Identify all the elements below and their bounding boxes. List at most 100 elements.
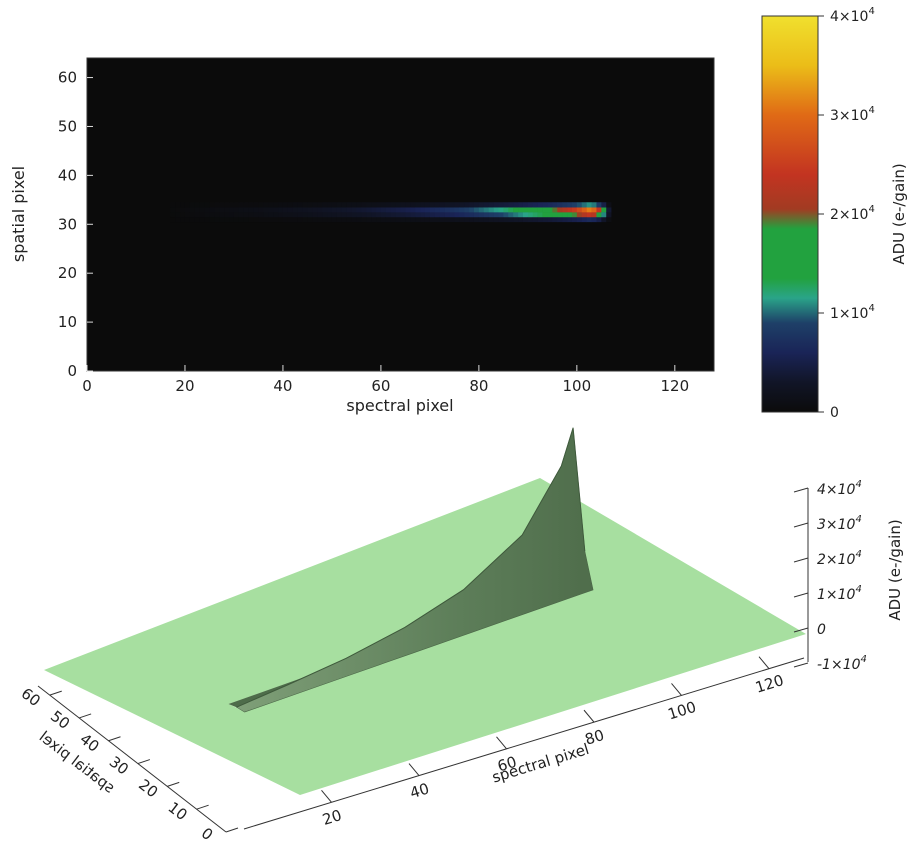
- heatmap-cell: [248, 202, 254, 208]
- heatmap-cell: [596, 216, 602, 223]
- heatmap-cell: [601, 202, 607, 208]
- heatmap-cell: [233, 207, 240, 213]
- heatmap-cell: [204, 212, 210, 218]
- heatmap-cell: [478, 216, 485, 223]
- heatmap-cell: [317, 207, 323, 213]
- heatmap-cell: [410, 212, 416, 218]
- heatmap-cell: [586, 212, 592, 218]
- heatmap-cell: [596, 207, 602, 213]
- heatmap-cell: [380, 216, 387, 223]
- heatmap-cell: [317, 202, 323, 208]
- heatmap-cell: [601, 216, 607, 223]
- heatmap-cell: [434, 202, 440, 208]
- surface-x-tick-mark: [321, 789, 332, 803]
- heatmap-cell: [243, 216, 249, 223]
- heatmap-cell: [336, 212, 343, 218]
- heatmap-cell: [214, 207, 220, 213]
- heatmap-cell: [424, 212, 431, 218]
- heatmap-cell: [238, 207, 245, 213]
- heatmap-y-tick-label: 0: [67, 362, 77, 380]
- heatmap-cell: [469, 207, 475, 213]
- heatmap-cell: [199, 212, 205, 218]
- colorbar-tick-label: 1×104: [830, 303, 875, 322]
- heatmap-cell: [263, 207, 269, 213]
- heatmap-cell: [410, 216, 416, 223]
- heatmap-cell: [581, 207, 587, 213]
- heatmap-cell: [287, 216, 294, 223]
- heatmap-cell: [459, 212, 465, 218]
- heatmap-cell: [248, 216, 254, 223]
- heatmap-y-tick-label: 40: [58, 166, 77, 184]
- colorbar-gradient: [761, 15, 819, 413]
- heatmap-cell: [385, 207, 392, 213]
- heatmap-cell: [282, 216, 289, 223]
- surface-x-tick-mark: [758, 656, 770, 670]
- heatmap-trace: [170, 202, 612, 223]
- heatmap-cell: [219, 207, 225, 213]
- heatmap-cell: [287, 207, 294, 213]
- heatmap-cell: [327, 207, 333, 213]
- heatmap-cell: [302, 212, 308, 218]
- heatmap-cell: [444, 202, 450, 208]
- surface-x-tick-label: 100: [666, 698, 699, 724]
- heatmap-cell: [278, 202, 284, 208]
- heatmap-cell: [233, 202, 240, 208]
- heatmap-cell: [175, 207, 181, 213]
- heatmap-cell: [454, 212, 460, 218]
- heatmap-cell: [380, 202, 387, 208]
- heatmap-cell: [444, 212, 450, 218]
- heatmap-cell: [268, 202, 274, 208]
- heatmap-x-tick-label: 20: [175, 377, 194, 395]
- spectral-axis-line: [243, 657, 805, 830]
- heatmap-cell: [508, 202, 514, 208]
- heatmap-cell: [219, 202, 225, 208]
- heatmap-cell: [459, 216, 465, 223]
- heatmap-cell: [170, 202, 176, 208]
- heatmap-cell: [503, 212, 509, 218]
- heatmap-cell: [586, 216, 592, 223]
- heatmap-cell: [341, 216, 347, 223]
- heatmap-cell: [542, 202, 548, 208]
- surface-z-tick-label: 2×104: [817, 549, 862, 568]
- heatmap-cell: [209, 202, 215, 208]
- heatmap-cell: [557, 202, 563, 208]
- surface-z-tick-label: -1×104: [817, 654, 867, 673]
- heatmap-cell: [287, 212, 294, 218]
- heatmap-cell: [606, 207, 612, 213]
- heatmap-cell: [444, 216, 450, 223]
- heatmap-cell: [576, 216, 583, 223]
- heatmap-cell: [224, 202, 230, 208]
- heatmap-cell: [253, 216, 259, 223]
- surface-z-tick-mark: [793, 662, 809, 668]
- heatmap-cell: [312, 216, 318, 223]
- heatmap-cell: [376, 207, 382, 213]
- heatmap-cell: [356, 212, 362, 218]
- colorbar-tick-label: 4×104: [830, 6, 875, 25]
- heatmap-cell: [361, 207, 367, 213]
- heatmap-cell: [439, 202, 445, 208]
- colorbar-tick-label: 3×104: [830, 105, 875, 124]
- surface-x-tick-label: 120: [753, 671, 786, 697]
- heatmap-cell: [253, 212, 259, 218]
- heatmap-cell: [434, 212, 440, 218]
- heatmap-cell: [204, 202, 210, 208]
- heatmap-cell: [189, 212, 196, 218]
- heatmap-cell: [591, 212, 597, 218]
- heatmap-cell: [415, 207, 421, 213]
- heatmap-x-tick-label: 40: [273, 377, 292, 395]
- colorbar-tick-label: 2×104: [830, 204, 875, 223]
- heatmap-cell: [518, 207, 524, 213]
- surface-z-axis-label: ADU (e-/gain): [886, 519, 904, 620]
- surface-x-tick-mark: [671, 683, 682, 696]
- heatmap-cell: [415, 202, 421, 208]
- heatmap-cell: [341, 207, 347, 213]
- heatmap-cell: [508, 216, 514, 223]
- heatmap-cell: [591, 202, 597, 208]
- heatmap-cell: [327, 216, 333, 223]
- heatmap-cell: [557, 212, 563, 218]
- heatmap-y-tick-label: 10: [58, 313, 77, 331]
- heatmap-cell: [464, 207, 470, 213]
- surface-z-tick-label: 4×104: [817, 479, 862, 498]
